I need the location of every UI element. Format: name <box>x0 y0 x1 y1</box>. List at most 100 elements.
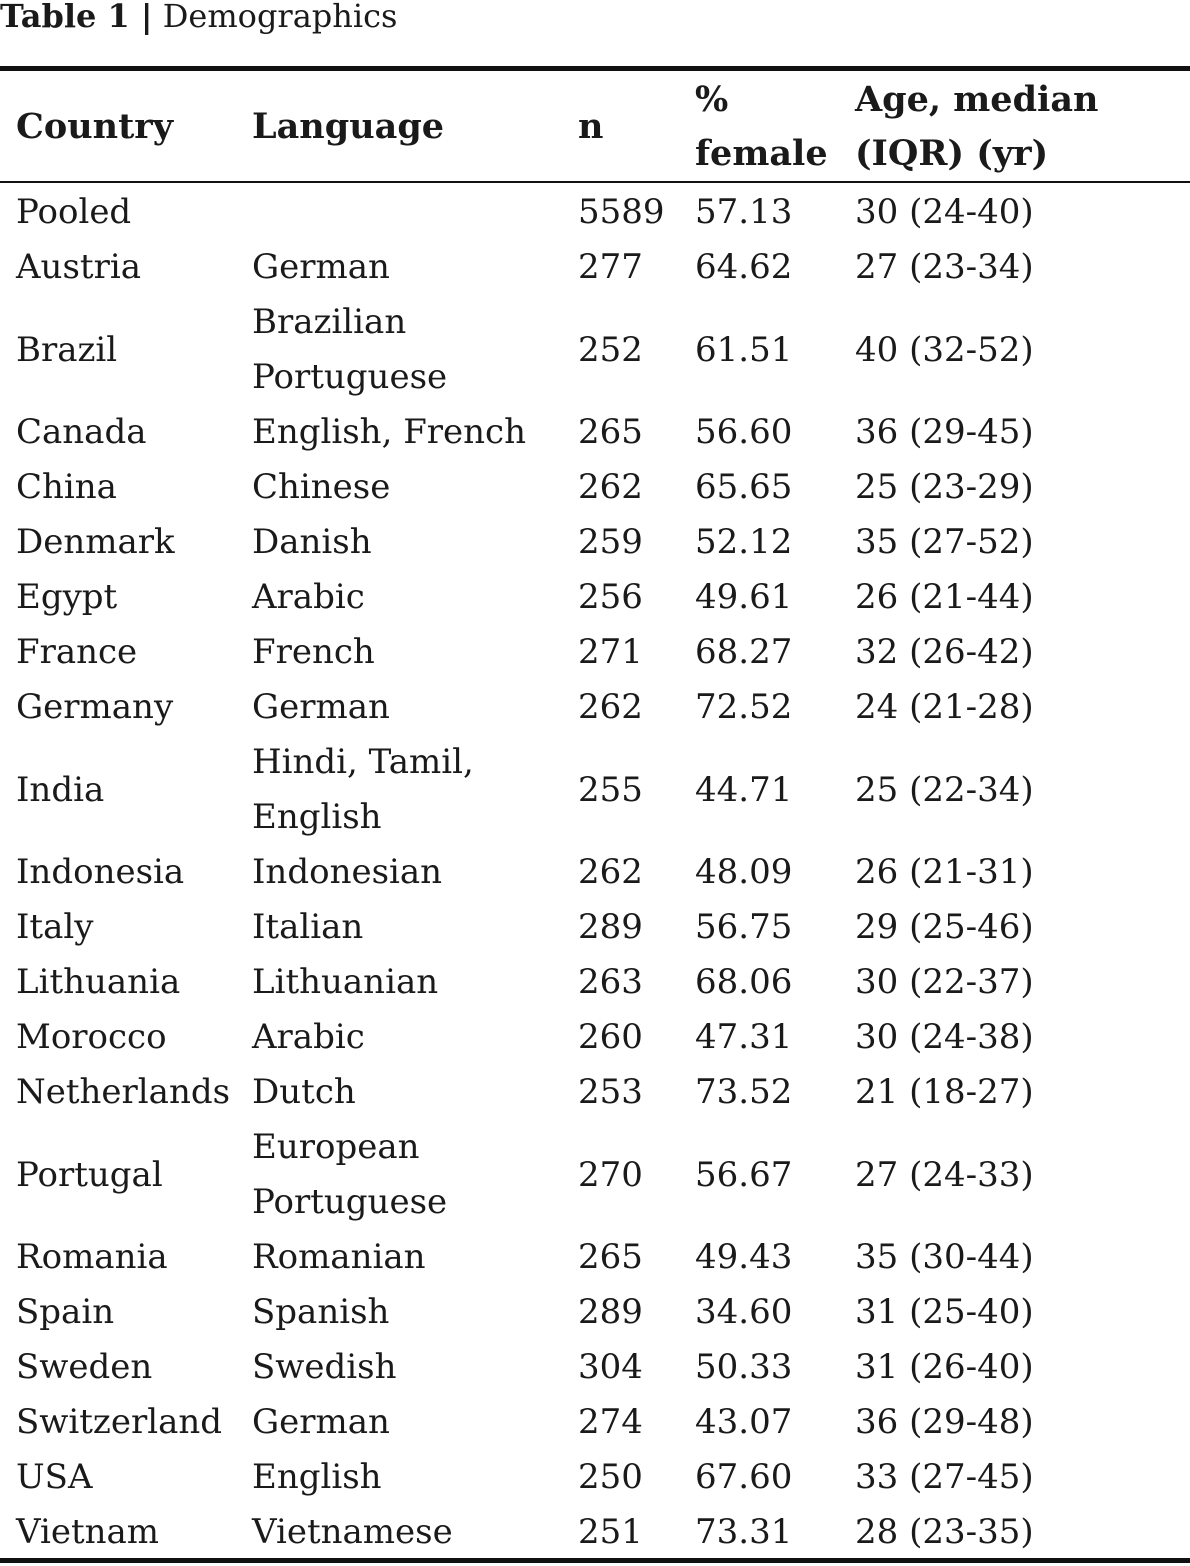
cell-percent-female: 44.71 <box>695 769 793 810</box>
table-row: France French 271 68.27 32 (26-42) <box>0 625 1190 680</box>
cell-n: 256 <box>578 577 643 617</box>
table-row: Romania Romanian 265 49.43 35 (30-44) <box>0 1230 1190 1285</box>
table-row: Switzerland German 274 43.07 36 (29-48) <box>0 1395 1190 1450</box>
cell-country: Denmark <box>16 522 175 562</box>
cell-language <box>252 185 552 240</box>
cell-percent-female: 56.67 <box>695 1154 793 1195</box>
header-n: n <box>578 106 604 147</box>
cell-age-median: 31 (25-40) <box>855 1292 1034 1332</box>
cell-country: Canada <box>16 412 147 452</box>
cell-percent-female: 56.60 <box>695 412 793 452</box>
table-row: Morocco Arabic 260 47.31 30 (24-38) <box>0 1010 1190 1065</box>
cell-n: 304 <box>578 1347 643 1387</box>
cell-n: 274 <box>578 1402 643 1442</box>
cell-country: India <box>16 769 105 810</box>
cell-n: 265 <box>578 1237 643 1277</box>
table-row: China Chinese 262 65.65 25 (23-29) <box>0 460 1190 515</box>
table-title: Demographics <box>162 0 398 35</box>
table-row: Denmark Danish 259 52.12 35 (27-52) <box>0 515 1190 570</box>
cell-n: 270 <box>578 1154 643 1195</box>
cell-language: German <box>252 247 390 287</box>
cell-percent-female: 57.13 <box>695 192 793 232</box>
table-row: India Hindi, Tamil, English 255 44.71 25 (22… <box>0 735 1190 845</box>
cell-language: Chinese <box>252 467 391 507</box>
cell-country: Switzerland <box>16 1402 223 1442</box>
cell-country: Indonesia <box>16 852 185 892</box>
cell-age-median: 35 (27-52) <box>855 522 1034 562</box>
cell-language: Danish <box>252 522 372 562</box>
cell-age-median: 21 (18-27) <box>855 1072 1034 1112</box>
table-number: Table 1 | <box>0 0 153 35</box>
cell-percent-female: 47.31 <box>695 1017 793 1057</box>
table-row: Egypt Arabic 256 49.61 26 (21-44) <box>0 570 1190 625</box>
cell-n: 277 <box>578 247 643 287</box>
table-row: Pooled 5589 57.13 30 (24-40) <box>0 185 1190 240</box>
cell-age-median: 33 (27-45) <box>855 1457 1034 1497</box>
cell-language: Lithuanian <box>252 962 439 1002</box>
cell-n: 271 <box>578 632 643 672</box>
cell-language: Brazilian Portuguese <box>252 302 448 397</box>
cell-age-median: 24 (21-28) <box>855 687 1034 727</box>
cell-language: German <box>252 1402 390 1442</box>
cell-n: 262 <box>578 467 643 507</box>
cell-country: Brazil <box>16 329 118 370</box>
cell-n: 255 <box>578 769 643 810</box>
table-row: Italy Italian 289 56.75 29 (25-46) <box>0 900 1190 955</box>
cell-percent-female: 73.52 <box>695 1072 793 1112</box>
cell-language: Indonesian <box>252 852 443 892</box>
header-age-median: Age, median (IQR) (yr) <box>855 79 1099 174</box>
cell-language: English <box>252 1457 382 1497</box>
cell-percent-female: 43.07 <box>695 1402 793 1442</box>
table-row: Canada English, French 265 56.60 36 (29-45) <box>0 405 1190 460</box>
cell-n: 259 <box>578 522 643 562</box>
cell-language: Romanian <box>252 1237 426 1277</box>
cell-age-median: 36 (29-48) <box>855 1402 1034 1442</box>
cell-age-median: 31 (26-40) <box>855 1347 1034 1387</box>
cell-percent-female: 65.65 <box>695 467 793 507</box>
cell-n: 260 <box>578 1017 643 1057</box>
cell-percent-female: 64.62 <box>695 247 793 287</box>
cell-country: China <box>16 467 117 507</box>
table-row: Sweden Swedish 304 50.33 31 (26-40) <box>0 1340 1190 1395</box>
table-row: USA English 250 67.60 33 (27-45) <box>0 1450 1190 1505</box>
cell-language: English, French <box>252 412 526 452</box>
cell-age-median: 27 (24-33) <box>855 1154 1034 1195</box>
cell-n: 252 <box>578 329 643 370</box>
cell-age-median: 25 (23-29) <box>855 467 1034 507</box>
cell-percent-female: 50.33 <box>695 1347 793 1387</box>
cell-age-median: 25 (22-34) <box>855 769 1034 810</box>
table-bottom-rule <box>0 1558 1190 1563</box>
cell-language: Arabic <box>252 577 365 617</box>
table-row: Austria German 277 64.62 27 (23-34) <box>0 240 1190 295</box>
table-row: Vietnam Vietnamese 251 73.31 28 (23-35) <box>0 1505 1190 1560</box>
cell-n: 289 <box>578 1292 643 1332</box>
cell-age-median: 30 (24-38) <box>855 1017 1034 1057</box>
cell-language: Spanish <box>252 1292 390 1332</box>
cell-language: German <box>252 687 390 727</box>
table-row: Netherlands Dutch 253 73.52 21 (18-27) <box>0 1065 1190 1120</box>
cell-percent-female: 68.27 <box>695 632 793 672</box>
cell-language: Dutch <box>252 1072 356 1112</box>
table-caption: Table 1 | Demographics <box>0 0 397 38</box>
cell-age-median: 30 (22-37) <box>855 962 1034 1002</box>
cell-percent-female: 48.09 <box>695 852 793 892</box>
cell-n: 262 <box>578 687 643 727</box>
cell-percent-female: 52.12 <box>695 522 793 562</box>
cell-age-median: 29 (25-46) <box>855 907 1034 947</box>
cell-country: Italy <box>16 907 94 947</box>
table-row: Germany German 262 72.52 24 (21-28) <box>0 680 1190 735</box>
table-row: Indonesia Indonesian 262 48.09 26 (21-31) <box>0 845 1190 900</box>
cell-country: France <box>16 632 138 672</box>
cell-age-median: 35 (30-44) <box>855 1237 1034 1277</box>
table-header: Country Language n % female Age, median … <box>0 73 1190 181</box>
cell-age-median: 30 (24-40) <box>855 192 1034 232</box>
cell-percent-female: 73.31 <box>695 1512 793 1552</box>
cell-language: Italian <box>252 907 364 947</box>
cell-percent-female: 49.61 <box>695 577 793 617</box>
cell-percent-female: 61.51 <box>695 329 793 370</box>
table-row: Spain Spanish 289 34.60 31 (25-40) <box>0 1285 1190 1340</box>
header-country: Country <box>16 106 174 147</box>
cell-age-median: 26 (21-31) <box>855 852 1034 892</box>
cell-country: Germany <box>16 687 174 727</box>
cell-n: 250 <box>578 1457 643 1497</box>
